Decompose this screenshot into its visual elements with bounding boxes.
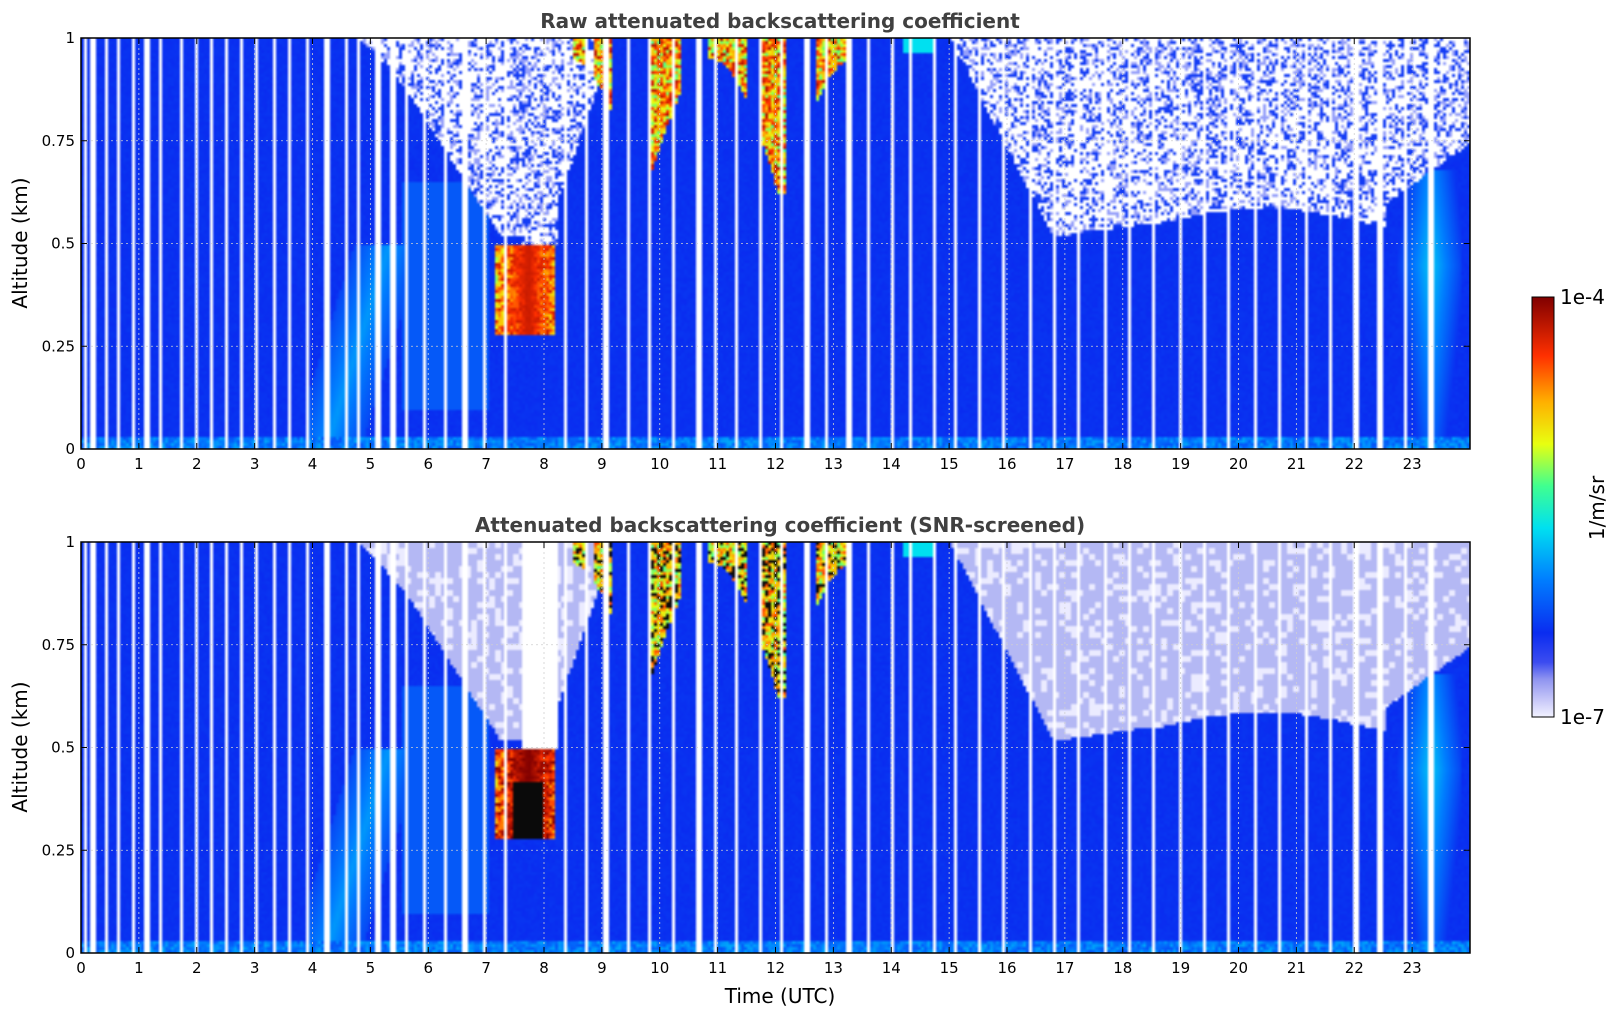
y-tick-label: 0.75 <box>42 636 75 654</box>
x-tick-label: 21 <box>1287 959 1306 977</box>
x-tick-label: 3 <box>250 455 260 473</box>
x-tick-label: 20 <box>1229 959 1248 977</box>
x-tick-label: 12 <box>766 959 785 977</box>
x-tick-label: 22 <box>1345 455 1364 473</box>
x-tick-label: 13 <box>824 455 843 473</box>
x-tick-label: 18 <box>1113 959 1132 977</box>
y-tick-label: 0.5 <box>51 235 75 253</box>
y-axis-label: Altitude (km) <box>8 681 32 812</box>
x-tick-label: 11 <box>708 959 727 977</box>
x-tick-label: 2 <box>192 455 202 473</box>
x-tick-label: 19 <box>1171 959 1190 977</box>
x-tick-label: 21 <box>1287 455 1306 473</box>
grid <box>81 542 1470 953</box>
x-tick-label: 11 <box>708 455 727 473</box>
x-tick-label: 23 <box>1403 455 1422 473</box>
x-axis: 0 1 2 3 4 5 6 7 8 9 10 11 12 13 14 15 16 17 18 19 20 21 22 23 <box>76 542 1422 977</box>
panel-snr-screened: Attenuated backscattering coefficient (S… <box>8 513 1471 1008</box>
colorbar-unit-label: 1/m/sr <box>1585 475 1609 540</box>
x-tick-label: 7 <box>481 959 491 977</box>
chart-title: Raw attenuated backscattering coefficien… <box>540 9 1020 33</box>
colorbar-max-label: 1e-4 <box>1560 285 1605 309</box>
x-tick-label: 14 <box>882 455 901 473</box>
y-axis-label: Altitude (km) <box>8 177 32 308</box>
y-axis: 0 0.25 0.5 0.75 1 <box>42 29 1470 458</box>
colorbar: 1e-4 1e-7 1/m/sr <box>1531 285 1609 729</box>
x-tick-label: 18 <box>1113 455 1132 473</box>
x-tick-label: 17 <box>1055 959 1074 977</box>
x-tick-label: 23 <box>1403 959 1422 977</box>
x-tick-label: 16 <box>997 959 1016 977</box>
x-tick-label: 15 <box>940 959 959 977</box>
x-tick-label: 0 <box>76 455 86 473</box>
x-tick-label: 16 <box>997 455 1016 473</box>
x-tick-label: 0 <box>76 959 86 977</box>
x-tick-label: 8 <box>539 455 549 473</box>
x-tick-label: 6 <box>423 455 433 473</box>
y-tick-label: 0.25 <box>42 841 75 859</box>
x-tick-label: 22 <box>1345 959 1364 977</box>
x-tick-label: 1 <box>134 959 144 977</box>
x-tick-label: 6 <box>423 959 433 977</box>
x-tick-label: 2 <box>192 959 202 977</box>
x-tick-label: 9 <box>597 455 607 473</box>
x-tick-label: 5 <box>366 959 376 977</box>
x-tick-label: 10 <box>650 959 669 977</box>
chart-title: Attenuated backscattering coefficient (S… <box>475 513 1085 537</box>
y-tick-label: 0.25 <box>42 337 75 355</box>
x-axis: 0 1 2 3 4 5 6 7 8 9 10 11 12 13 14 15 16 17 18 19 20 21 22 23 <box>76 38 1422 473</box>
x-tick-label: 5 <box>366 455 376 473</box>
x-tick-label: 13 <box>824 959 843 977</box>
x-tick-label: 19 <box>1171 455 1190 473</box>
x-tick-label: 17 <box>1055 455 1074 473</box>
x-tick-label: 8 <box>539 959 549 977</box>
y-axis: 0 0.25 0.5 0.75 1 <box>42 533 1470 962</box>
grid <box>81 38 1470 449</box>
x-tick-label: 4 <box>308 959 318 977</box>
x-tick-label: 20 <box>1229 455 1248 473</box>
x-tick-label: 12 <box>766 455 785 473</box>
x-tick-label: 1 <box>134 455 144 473</box>
colorbar-gradient <box>1531 296 1555 718</box>
x-tick-label: 4 <box>308 455 318 473</box>
y-tick-label: 0.5 <box>51 739 75 757</box>
y-tick-label: 1 <box>65 29 75 47</box>
y-tick-label: 0 <box>65 944 75 962</box>
x-axis-label: Time (UTC) <box>724 984 836 1008</box>
x-tick-label: 7 <box>481 455 491 473</box>
x-tick-label: 3 <box>250 959 260 977</box>
x-tick-label: 15 <box>940 455 959 473</box>
x-tick-label: 14 <box>882 959 901 977</box>
x-tick-label: 9 <box>597 959 607 977</box>
colorbar-min-label: 1e-7 <box>1560 705 1605 729</box>
x-tick-label: 10 <box>650 455 669 473</box>
y-tick-label: 1 <box>65 533 75 551</box>
panel-raw: Raw attenuated backscattering coefficien… <box>8 9 1471 473</box>
y-tick-label: 0 <box>65 440 75 458</box>
y-tick-label: 0.75 <box>42 132 75 150</box>
